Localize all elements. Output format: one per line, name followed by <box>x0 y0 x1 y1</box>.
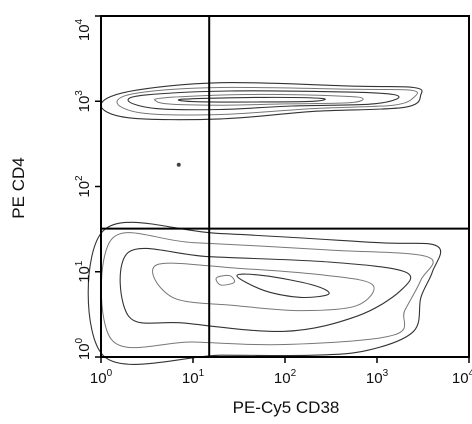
contour-line <box>119 247 412 332</box>
population-2 <box>87 221 442 365</box>
contour-layer <box>87 82 442 365</box>
contour-line <box>87 221 442 365</box>
y-axis-ticks: 100 101 102 103 104 <box>74 15 101 360</box>
contour-line <box>116 86 418 116</box>
x-tick-label: 104 <box>452 368 472 387</box>
contour-line <box>100 82 423 121</box>
y-tick-label: 104 <box>74 18 93 41</box>
contour-line <box>127 90 400 111</box>
contour-line <box>100 232 434 349</box>
y-tick-label: 100 <box>74 337 93 360</box>
y-tick-label: 103 <box>74 90 93 113</box>
x-axis-label: PE-Cy5 CD38 <box>233 398 340 417</box>
x-tick-label: 100 <box>90 368 113 387</box>
y-axis-label: PE CD4 <box>9 157 28 218</box>
contour-line <box>177 96 326 103</box>
contour-line <box>236 273 330 299</box>
plot-frame <box>100 15 470 358</box>
contour-line <box>154 93 364 106</box>
y-tick-label: 101 <box>74 260 93 283</box>
x-tick-label: 103 <box>366 368 389 387</box>
y-tick-label: 102 <box>74 175 93 198</box>
x-tick-label: 101 <box>182 368 205 387</box>
outlier-point <box>176 162 181 167</box>
contour-line <box>215 274 235 286</box>
contour-line <box>152 262 375 312</box>
population-1 <box>100 82 423 121</box>
quadrant-gates <box>101 16 469 357</box>
x-axis-ticks: 100 101 102 103 104 <box>90 357 472 387</box>
x-tick-label: 102 <box>274 368 297 387</box>
